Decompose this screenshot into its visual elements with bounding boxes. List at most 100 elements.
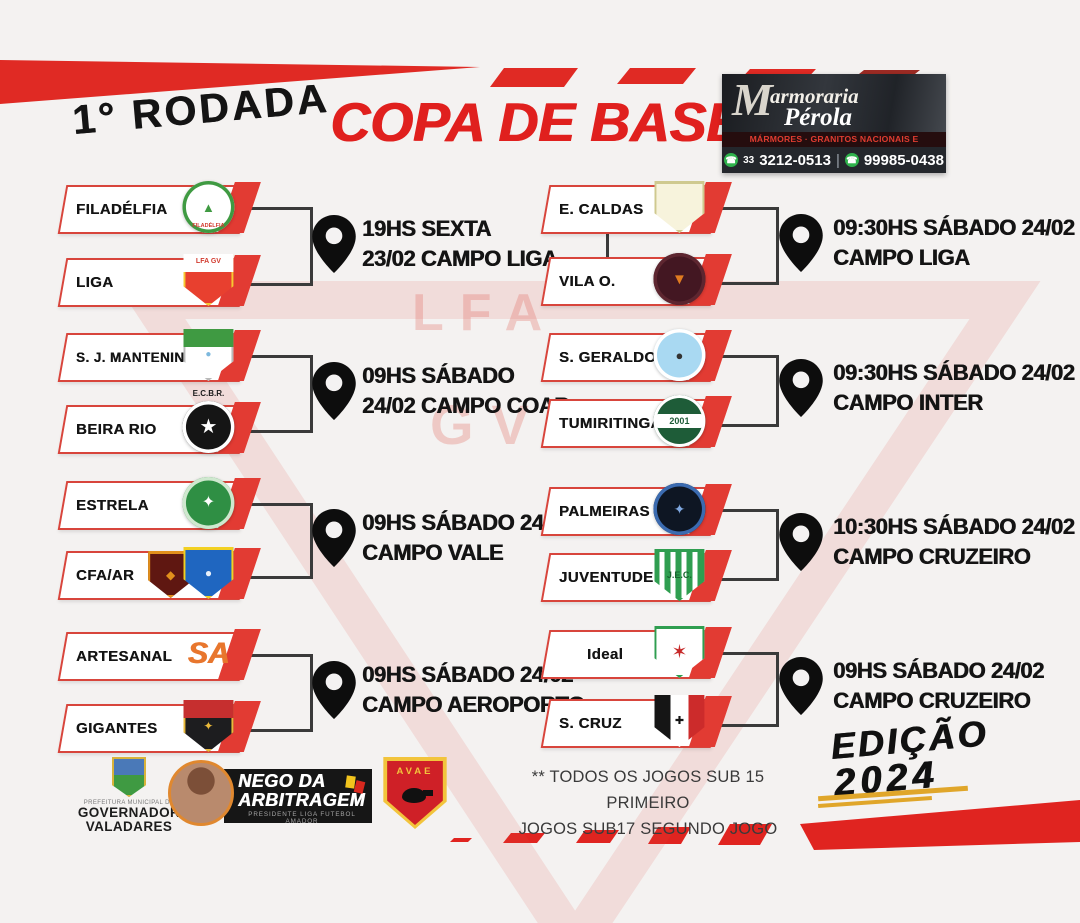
beira-rio-crest-icon: ★ E.C.B.R. [182,389,235,453]
prefecture-subtitle: PREFEITURA MUNICIPAL DE [83,800,175,806]
location-pin-icon [779,214,823,272]
avae-shield: AVAE [387,761,443,825]
team-box-juventude: JUVENTUDE J.E.C. [540,553,732,602]
bracket-connector [247,503,313,579]
team-box-tumiritinga: TUMIRITINGA 2001 [540,395,732,448]
team-box-s-cruz: S. CRUZ ✚ [540,699,732,748]
note-line1: ** TODOS OS JOGOS SUB 15 PRIMEIRO [531,768,765,812]
schedule-time: 09:30HS SÁBADO 24/02 [833,360,1075,385]
avae-label: AVAE [396,766,434,777]
sponsor-ad-marmoraria-perola: M armoraria Pérola MÁRMORES · GRANITOS N… [722,74,946,173]
team-name: TUMIRITINGA [559,415,662,432]
avae-shield-border: AVAE [383,757,447,829]
page-title: COPA DE BASE [330,91,743,153]
prefecture-logo: PREFEITURA MUNICIPAL DE GOVERNADOR VALAD… [72,757,186,834]
bracket-connector [719,355,779,427]
whistle-icon [402,788,433,803]
nego-da-arbitragem-banner: NEGO DA ARBITRAGEM PRESIDENTE LIGA FUTEB… [224,769,372,825]
team-name: BEIRA RIO [76,421,157,438]
tumiritinga-crest-icon: 2001 [653,395,706,447]
bracket-connector [719,207,779,285]
sponsor-photo-background: M armoraria Pérola [722,74,946,134]
location-pin-icon [779,657,823,715]
team-box-palmeiras: PALMEIRAS ✦ [540,483,732,536]
team-name: GIGANTES [76,720,158,737]
bracket-connector [247,207,313,286]
prefecture-name: GOVERNADOR [77,805,181,820]
team-name: VILA O. [559,273,616,290]
footer-note: ** TODOS OS JOGOS SUB 15 PRIMEIRO JOGOS … [492,764,804,842]
sponsor-initial: M [732,74,773,125]
team-box-artesanal: ARTESANAL SA [57,629,261,681]
team-box-ideal: Ideal ✶ [540,630,732,679]
prefecture-coat-of-arms-icon [112,757,146,797]
match-5-schedule: 09:30HS SÁBADO 24/02 CAMPO LIGA [833,213,1075,273]
s-geraldo-crest-icon: ● [653,329,706,381]
whatsapp-icon: ☎ [844,153,859,167]
team-box-e-caldas: E. CALDAS [540,185,732,234]
schedule-time: 19HS SEXTA [362,216,491,241]
location-pin-icon [312,509,356,567]
bracket-connector [719,652,779,727]
team-name: LIGA [76,274,114,291]
team-name: S. CRUZ [559,715,622,732]
schedule-venue: 24/02 CAMPO COAB [362,393,570,418]
phone-divider: | [835,151,840,169]
team-name: E. CALDAS [559,201,644,218]
bracket-connector [719,509,779,581]
team-box-estrela: ESTRELA ✦ [57,477,261,530]
sponsor-brand-name: armoraria [770,84,859,108]
match-8-schedule: 09HS SÁBADO 24/02 CAMPO CRUZEIRO [833,656,1044,716]
bracket-connector [606,232,609,257]
schedule-time: 10:30HS SÁBADO 24/02 [833,514,1075,539]
estrela-crest-icon: ✦ [182,477,235,529]
location-pin-icon [312,362,356,420]
team-name: ESTRELA [76,497,149,514]
whatsapp-icon: ☎ [724,153,739,167]
schedule-venue: CAMPO LIGA [833,245,970,270]
sponsor-brand-script: Pérola [784,104,853,134]
schedule-time: 09:30HS SÁBADO 24/02 [833,215,1075,240]
team-name: S. GERALDO [559,349,657,366]
team-name: FILADÉLFIA [76,201,168,218]
nego-title-line1: NEGO DA [238,771,326,791]
team-box-gigantes: GIGANTES ✦ [57,704,261,753]
team-name: CFA/AR [76,567,135,584]
team-box-manteninha: S. J. MANTENINHA ● [57,333,261,382]
schedule-venue: CAMPO CRUZEIRO [833,544,1031,569]
team-name: PALMEIRAS [559,503,650,520]
team-box-beira-rio: BEIRA RIO ★ E.C.B.R. [57,389,261,454]
schedule-venue: 23/02 CAMPO LIGA [362,246,558,271]
nego-portrait-photo [168,760,234,826]
schedule-time: 09HS SÁBADO [362,363,515,388]
match-1-schedule: 19HS SEXTA 23/02 CAMPO LIGA [362,214,558,274]
match-7-schedule: 10:30HS SÁBADO 24/02 CAMPO CRUZEIRO [833,512,1075,572]
team-name: ARTESANAL [76,648,173,665]
phone-area-code: 33 [743,154,755,166]
schedule-venue: CAMPO VALE [362,540,504,565]
sponsor-tagline: MÁRMORES · GRANITOS NACIONAIS E IMPORTAD… [722,132,946,159]
team-box-filadelfia: FILADÉLFIA ▲ FILADÉLFIA [57,181,261,234]
schedule-time: 09HS SÁBADO 24/02 [833,658,1044,683]
location-pin-icon [312,215,356,273]
location-pin-icon [779,513,823,571]
bracket-connector [247,355,313,433]
match-2-schedule: 09HS SÁBADO 24/02 CAMPO COAB [362,361,570,421]
schedule-venue: CAMPO CRUZEIRO [833,688,1031,713]
team-box-cfa-ar: CFA/AR ◆ ● [57,551,261,600]
location-pin-icon [779,359,823,417]
location-pin-icon [312,661,356,719]
schedule-time: 09HS SÁBADO 24/02 [362,510,573,535]
avae-logo: AVAE [382,757,448,829]
vila-o-crest-icon: ▼ [653,253,706,305]
schedule-time: 09HS SÁBADO 24/02 [362,662,573,687]
team-box-vila-o: VILA O. ▼ [540,253,732,306]
nego-subtitle: PRESIDENTE LIGA FUTEBOL AMADOR [248,811,356,825]
team-box-s-geraldo: S. GERALDO ● [540,329,732,382]
filadelfia-crest-icon: ▲ FILADÉLFIA [182,181,235,233]
bracket-connector [247,654,313,732]
team-box-liga: LIGA LFA GV [57,258,261,307]
watermark-gv: GV [430,393,547,456]
nego-title-line2: ARBITRAGEM [238,790,365,810]
